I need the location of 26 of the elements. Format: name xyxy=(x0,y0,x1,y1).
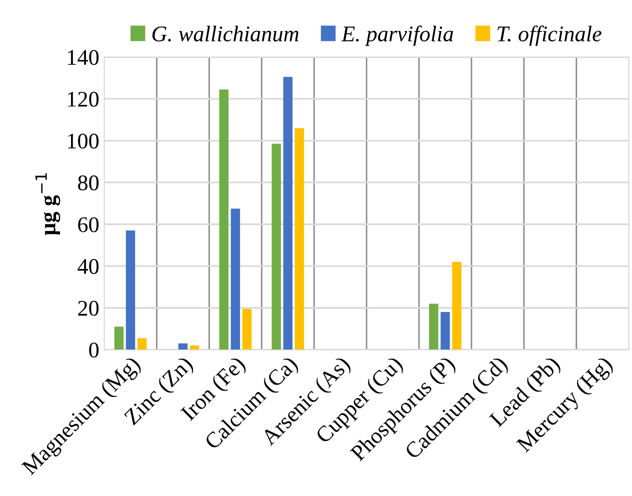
bar xyxy=(272,144,281,350)
y-tick-label: 100 xyxy=(68,134,99,149)
bar xyxy=(178,343,188,350)
y-tick-label: 120 xyxy=(68,92,99,107)
legend-label: T. officinale xyxy=(498,26,602,46)
bar xyxy=(429,304,438,350)
bar xyxy=(440,312,450,350)
legend-label: G. wallichianum xyxy=(152,26,298,42)
y-tick-label: 20 xyxy=(78,300,99,316)
bar xyxy=(294,128,304,350)
y-tick-label: 0 xyxy=(89,342,99,358)
bar xyxy=(230,208,240,350)
y-tick-label: 40 xyxy=(78,259,99,274)
y-tick-label: 140 xyxy=(68,50,99,65)
bar xyxy=(126,230,136,350)
bar xyxy=(137,338,147,350)
bar xyxy=(283,76,292,350)
legend-label: E. parvifolia xyxy=(341,26,454,46)
y-tick-label: 80 xyxy=(78,175,99,190)
bar xyxy=(190,346,200,350)
bar xyxy=(219,89,228,350)
bar xyxy=(114,326,124,350)
y-tick-label: 60 xyxy=(78,217,99,232)
bar xyxy=(452,262,462,350)
bar xyxy=(242,308,252,350)
y-axis-title: µg g$^{−1}$ xyxy=(35,173,60,236)
